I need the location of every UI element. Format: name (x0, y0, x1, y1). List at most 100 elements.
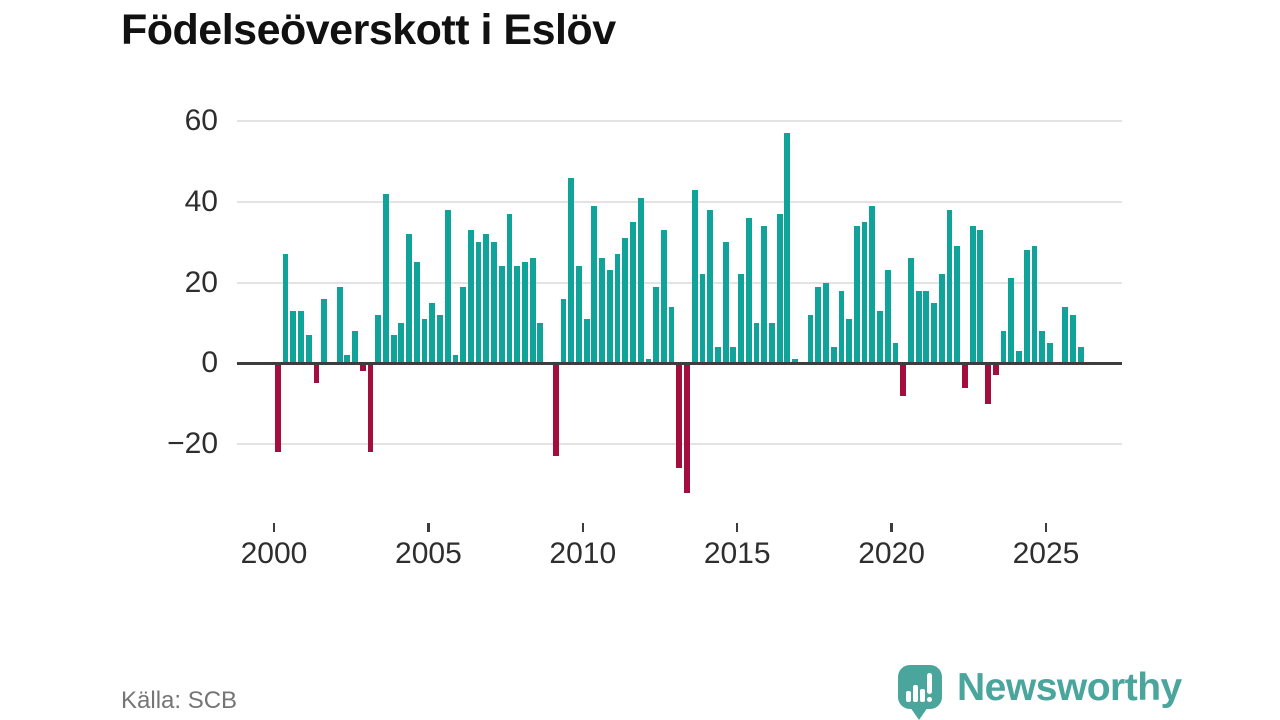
y-axis-tick-label: −20 (167, 427, 218, 461)
bar-positive (1031, 246, 1038, 364)
bar-positive (390, 335, 397, 364)
bar-positive (498, 266, 505, 364)
bar-positive (761, 225, 768, 364)
bar-positive (915, 290, 922, 364)
bar-positive (1062, 306, 1069, 364)
x-axis-tick (427, 523, 430, 532)
bar-negative (359, 363, 366, 372)
bar-positive (429, 302, 436, 364)
bar-positive (838, 290, 845, 364)
bar-negative (985, 363, 991, 404)
bar-positive (738, 274, 744, 364)
x-axis-tick-label: 2005 (395, 537, 462, 570)
bar-positive (591, 205, 598, 364)
bar-positive (375, 314, 382, 364)
bar-positive (614, 254, 621, 364)
newsworthy-icon (898, 665, 942, 720)
gridline (237, 281, 1122, 284)
bar-positive (514, 266, 521, 364)
bar-positive (1046, 343, 1053, 364)
bar-negative (962, 363, 968, 388)
y-axis-tick-label: 20 (184, 265, 218, 299)
bar-positive (969, 225, 976, 364)
bar-positive (576, 266, 582, 364)
bar-positive (668, 306, 675, 364)
bar-positive (290, 310, 297, 364)
bar-positive (977, 230, 984, 364)
bar-positive (568, 177, 575, 364)
bar-positive (344, 355, 351, 364)
x-axis-tick-label: 2015 (703, 537, 771, 570)
bar-positive (807, 314, 814, 364)
bar-positive (467, 230, 474, 364)
bar-negative (676, 363, 683, 469)
bar-positive (522, 262, 528, 364)
bar-positive (792, 359, 798, 364)
bar-negative (274, 363, 281, 453)
y-axis-tick-label: 60 (184, 103, 218, 137)
x-axis-tick (890, 523, 893, 532)
bar-positive (954, 246, 961, 364)
bar-positive (1023, 250, 1030, 364)
y-axis-tick-label: 0 (201, 346, 218, 380)
newsworthy-wordmark: Newsworthy (957, 666, 1182, 709)
bar-positive (452, 355, 459, 364)
bar-positive (460, 286, 467, 364)
newsworthy-logo: Newsworthy (897, 664, 1182, 720)
bar-positive (637, 197, 644, 364)
bar-positive (305, 335, 312, 364)
x-axis-tick-label: 2000 (240, 537, 308, 570)
bar-positive (506, 213, 513, 364)
bar-positive (398, 322, 405, 364)
bar-positive (606, 270, 613, 364)
bar-negative (552, 363, 559, 457)
bar-positive (776, 213, 783, 364)
bar-positive (336, 286, 343, 364)
bar-positive (529, 258, 536, 364)
bar-positive (491, 242, 497, 364)
bar-positive (730, 347, 737, 364)
bar-positive (830, 347, 837, 364)
bar-positive (853, 225, 860, 364)
x-axis-tick (272, 523, 276, 532)
bar-positive (1070, 314, 1076, 364)
bar-positive (923, 290, 930, 364)
x-axis-tick (581, 523, 585, 532)
bar-positive (707, 209, 714, 364)
bar-positive (722, 242, 729, 364)
x-axis-tick-label: 2020 (858, 537, 925, 570)
bar-positive (298, 310, 304, 364)
bar-positive (892, 343, 899, 364)
bar-positive (938, 274, 945, 364)
x-axis-tick-label: 2010 (549, 537, 617, 570)
bar-positive (877, 310, 883, 364)
bar-positive (352, 330, 358, 364)
bar-positive (560, 298, 567, 364)
bar-positive (660, 230, 667, 364)
bar-positive (884, 270, 891, 364)
bar-positive (784, 133, 791, 364)
bar-positive (583, 318, 590, 364)
zero-axis-line (237, 361, 1122, 365)
bar-positive (421, 318, 428, 364)
bar-positive (437, 314, 443, 364)
bar-positive (715, 347, 721, 364)
bar-positive (475, 242, 482, 364)
bar-positive (946, 209, 953, 364)
bar-negative (900, 363, 907, 396)
bar-positive (622, 238, 629, 364)
bar-positive (282, 254, 289, 364)
bar-positive (321, 298, 328, 364)
bar-positive (931, 302, 937, 364)
bar-positive (406, 234, 412, 364)
bar-negative (313, 363, 320, 384)
bar-positive (846, 318, 853, 364)
bar-positive (908, 258, 914, 364)
source-label: Källa: SCB (121, 687, 238, 714)
bar-positive (745, 217, 752, 364)
x-axis-tick-label: 2025 (1012, 537, 1080, 570)
bar-positive (537, 322, 544, 364)
x-axis-tick (1044, 523, 1048, 532)
bar-positive (691, 189, 698, 364)
